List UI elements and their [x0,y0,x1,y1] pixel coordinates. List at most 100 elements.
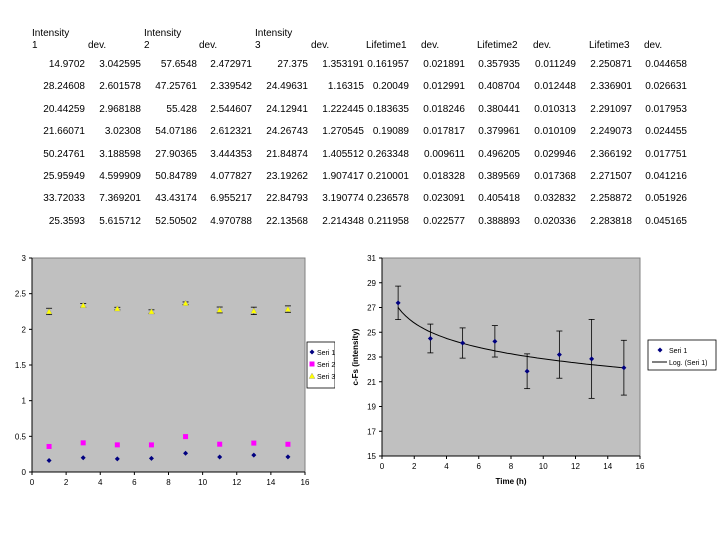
table-cell: 50.84789 [155,171,197,182]
column-header: dev. [88,40,107,51]
table-cell: 0.018328 [423,171,465,182]
table-cell: 57.6548 [160,59,197,70]
table-cell: 1.222445 [322,103,364,115]
table-cell: 0.380441 [478,103,520,115]
data-point [217,454,223,460]
table-cell: 2.366192 [590,148,632,160]
table-cell: 2.214348 [322,215,364,227]
table-cell: 24.12941 [266,103,308,115]
table-cell: 50.24761 [43,148,85,160]
x-tick-label: 4 [444,462,449,471]
y-tick-label: 1 [22,397,27,406]
x-tick-label: 16 [636,462,645,471]
data-point [45,308,53,315]
table-cell: 27.375 [277,59,308,70]
y-tick-label: 2.5 [15,290,27,299]
table-cell: 0.009611 [424,148,465,160]
table-cell: 2.283818 [590,215,632,227]
x-tick-label: 0 [30,478,35,487]
table-cell: 0.183635 [367,103,409,115]
y-tick-label: 19 [367,403,376,412]
table-cell: 2.291097 [590,103,632,115]
data-point [492,338,498,344]
data-point [284,305,292,312]
table-cell: 0.017817 [423,126,465,138]
table-cell: 0.357935 [478,59,520,70]
table-cell: 7.369201 [99,193,141,205]
y-tick-label: 25 [367,328,376,337]
table-cell: 1.907417 [322,171,364,182]
data-point [113,305,121,312]
data-point [183,450,189,456]
table-cell: 0.051926 [645,193,687,205]
data-point [395,300,401,306]
data-point [114,456,120,462]
table-cell: 4.970788 [210,215,252,227]
y-tick-label: 31 [367,254,376,263]
column-header: dev. [199,40,218,51]
table-cell: 0.026631 [645,81,687,93]
x-tick-label: 6 [477,462,482,471]
column-header: dev. [644,40,663,51]
table-cell: 0.029946 [534,148,576,160]
table-cell: 0.496205 [478,148,520,160]
table-cell: 0.017368 [534,171,576,182]
y-tick-label: 0.5 [15,432,27,441]
table-cell: 0.210001 [367,171,409,182]
table-cell: 0.017751 [645,148,687,160]
x-tick-label: 8 [509,462,514,471]
legend-label: Seri 3 [317,374,335,381]
data-point [80,455,86,461]
x-tick-label: 10 [198,478,207,487]
column-header-line2: 3 [255,40,261,51]
x-tick-label: 2 [64,478,69,487]
data-point [46,443,52,449]
table-cell: 22.13568 [266,215,308,227]
table-cell: 0.379961 [478,126,520,138]
trendline [397,307,624,369]
table-cell: 3.188598 [99,148,141,160]
column-header: Lifetime1 [366,40,407,51]
column-header-line2: 1 [32,40,38,51]
table-cell: 24.49631 [266,81,308,93]
table-cell: 2.601578 [99,81,141,93]
y-tick-label: 29 [367,279,376,288]
y-tick-label: 23 [367,353,376,362]
data-point [251,440,257,446]
data-point [556,352,562,358]
column-header-line1: Intensity [32,28,70,39]
table-cell: 0.20049 [372,81,409,93]
y-tick-label: 17 [367,427,376,436]
table-cell: 2.968188 [99,103,141,115]
data-point [79,301,87,309]
lifetime-scatter-chart: 0 0.5 1 1.5 2 2.5 3 0 2 4 6 8 10 12 14 16 Seri 1 Seri 2 Se… [15,254,335,487]
column-header: dev. [421,40,440,51]
table-cell: 0.161957 [367,59,409,70]
x-tick-label: 4 [98,478,103,487]
table-cell: 0.408704 [478,81,520,93]
table-cell: 0.032832 [534,193,576,205]
intensity-time-chart: 15 17 19 21 23 25 27 29 31 0 2 4 6 8 10 12 14 16 Time (h) c… [351,254,717,486]
table-cell: 0.020336 [534,215,576,227]
table-cell: 3.444353 [210,148,252,160]
data-point [80,440,86,446]
x-tick-label: 10 [539,462,548,471]
data-point [216,306,224,313]
table-cell: 1.270545 [322,126,364,138]
table-cell: 0.389569 [478,171,520,182]
table-cell: 14.9702 [48,59,85,70]
column-header-line2: 2 [144,40,150,51]
data-point [427,335,433,341]
legend-label: Seri 1 [669,348,687,355]
data-point [148,308,155,315]
plot-area [31,257,306,473]
column-header: Lifetime3 [589,40,630,51]
table-cell: 0.388893 [478,215,520,227]
data-point [285,441,291,447]
data-point [217,441,223,447]
table-cell: 2.612321 [210,126,252,138]
data-point [148,442,154,448]
table-cell: 0.236578 [367,193,409,205]
table-cell: 2.271507 [590,171,632,182]
table-cell: 1.16315 [327,81,364,93]
